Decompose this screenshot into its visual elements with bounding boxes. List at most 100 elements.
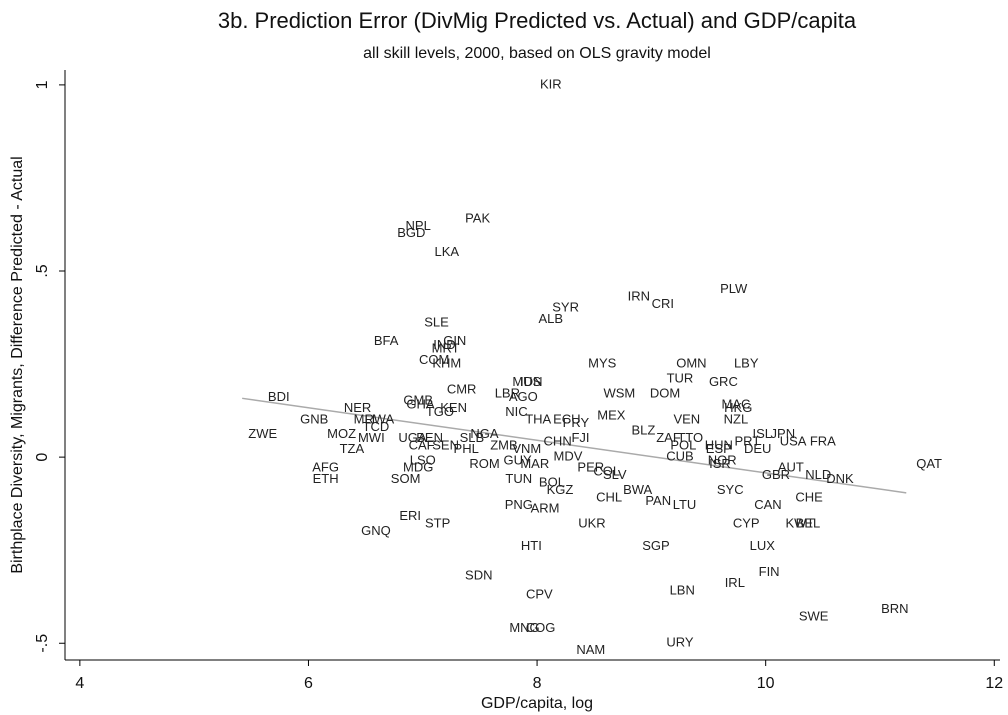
point-label: COG — [526, 620, 556, 635]
point-label: LBY — [734, 356, 759, 371]
point-label: SYR — [552, 300, 579, 315]
point-label: GUY — [504, 452, 533, 467]
point-label: LBN — [670, 583, 695, 598]
point-label: VEN — [673, 411, 700, 426]
point-label: TZA — [340, 441, 365, 456]
point-label: MEX — [597, 408, 626, 423]
point-label: PAN — [645, 493, 671, 508]
point-label: WSM — [603, 385, 635, 400]
point-label: MAR — [520, 456, 549, 471]
point-label: HUN — [705, 437, 733, 452]
point-label: FIN — [759, 564, 780, 579]
point-label: ZMB — [490, 437, 517, 452]
point-label: KEN — [440, 400, 467, 415]
point-label: HKG — [724, 400, 752, 415]
point-label: LSO — [410, 452, 436, 467]
point-label: ESP — [706, 441, 732, 456]
point-label: MAC — [722, 396, 751, 411]
point-label: COL — [593, 463, 620, 478]
point-label: MDV — [553, 449, 582, 464]
point-label: SYC — [717, 482, 744, 497]
x-tick-label: 12 — [985, 675, 1003, 692]
point-label: CAF — [409, 437, 435, 452]
point-label: NIC — [505, 404, 527, 419]
y-tick-label: 1 — [34, 80, 51, 89]
point-label: ISR — [709, 456, 731, 471]
point-label: GNQ — [361, 523, 391, 538]
point-label: BWA — [623, 482, 652, 497]
point-label: CUB — [666, 449, 693, 464]
point-label: SWE — [799, 609, 829, 624]
point-label: SEN — [432, 437, 459, 452]
point-label: MLI — [354, 411, 376, 426]
point-label: TTO — [677, 430, 703, 445]
point-label: GBR — [762, 467, 790, 482]
point-label: KHM — [432, 356, 461, 371]
point-label: FRA — [810, 434, 836, 449]
point-label: IDN — [520, 374, 542, 389]
point-label: MRT — [432, 341, 460, 356]
point-label: THA — [525, 411, 551, 426]
point-label: ROM — [469, 456, 499, 471]
point-label: URY — [666, 635, 694, 650]
point-label: ERI — [399, 508, 421, 523]
point-label: KIR — [540, 76, 562, 91]
point-label: LTU — [673, 497, 697, 512]
point-label: IND — [433, 337, 455, 352]
x-tick-label: 4 — [75, 675, 84, 692]
point-label: COM — [419, 352, 449, 367]
point-label: ETH — [313, 471, 339, 486]
x-axis-title: GDP/capita, log — [481, 695, 593, 712]
point-label: BEN — [416, 430, 443, 445]
point-label: KGZ — [547, 482, 574, 497]
point-label: AGO — [509, 389, 538, 404]
point-label: SLE — [424, 315, 449, 330]
point-label: GHA — [406, 396, 435, 411]
point-label: ZWE — [248, 426, 277, 441]
point-label: NOR — [708, 452, 737, 467]
point-label: CHN — [544, 434, 572, 449]
point-label: KWT — [786, 516, 815, 531]
point-label: SLV — [603, 467, 627, 482]
point-label: BGD — [397, 225, 425, 240]
x-tick-label: 8 — [533, 675, 542, 692]
point-label: ARM — [531, 501, 560, 516]
point-label: BEL — [796, 516, 821, 531]
point-label: CAN — [754, 497, 781, 512]
point-label: LBR — [495, 385, 520, 400]
point-label: STP — [425, 516, 450, 531]
point-label: CMR — [447, 382, 477, 397]
point-label: PLW — [720, 281, 748, 296]
point-label: OMN — [676, 356, 706, 371]
point-label: QAT — [916, 456, 942, 471]
point-label: AFG — [312, 460, 339, 475]
point-label: HTI — [521, 538, 542, 553]
point-label: UGA — [398, 430, 427, 445]
point-label: GMB — [403, 393, 433, 408]
point-label: PNG — [505, 497, 533, 512]
point-label: GNB — [300, 411, 328, 426]
point-label: NGA — [470, 426, 499, 441]
point-label: MYS — [588, 356, 617, 371]
point-label: PER — [577, 460, 604, 475]
point-label: JPN — [771, 426, 796, 441]
point-label: NPL — [406, 218, 431, 233]
point-label: GIN — [443, 333, 466, 348]
point-label: BDI — [268, 389, 290, 404]
y-tick-label: .5 — [34, 264, 51, 277]
point-label: POL — [670, 437, 696, 452]
point-label: MWI — [358, 430, 385, 445]
point-label: ALB — [538, 311, 563, 326]
point-label: IRL — [725, 575, 745, 590]
point-label: SOM — [391, 471, 421, 486]
point-label: CYP — [733, 516, 760, 531]
point-label: LKA — [434, 244, 459, 259]
point-label: GRC — [709, 374, 738, 389]
point-label: NAM — [576, 642, 605, 657]
chart-subtitle: all skill levels, 2000, based on OLS gra… — [363, 45, 711, 62]
point-label: AUT — [778, 460, 804, 475]
point-label: SGP — [642, 538, 669, 553]
point-label: PHL — [454, 441, 479, 456]
point-label: NER — [344, 400, 371, 415]
